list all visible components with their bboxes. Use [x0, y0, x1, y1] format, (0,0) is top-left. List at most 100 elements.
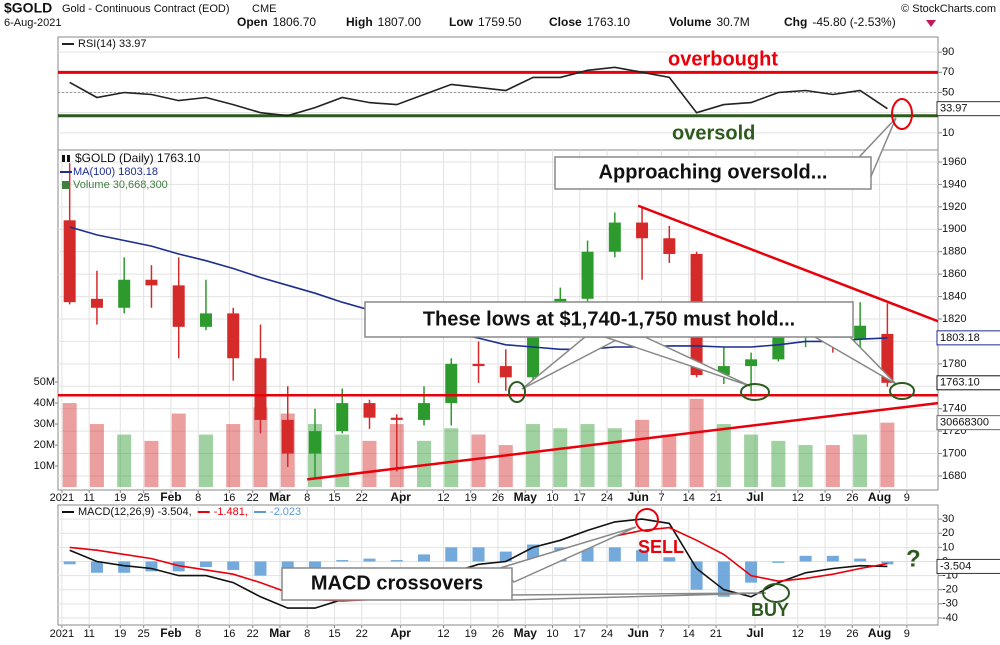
- question-mark: ?: [906, 545, 921, 572]
- x-tick-label: 11: [83, 628, 94, 640]
- x-tick-label: May: [514, 490, 538, 504]
- y-tick-label: 70: [942, 66, 954, 78]
- y2-tick-label: 50M: [34, 376, 55, 388]
- quote-value: 1759.50: [478, 15, 522, 29]
- histogram-bar: [472, 547, 485, 562]
- x-tick-label: 19: [819, 492, 831, 504]
- histogram-bar: [499, 551, 512, 562]
- volume-bar: [689, 398, 704, 488]
- y-tick-label: 1700: [942, 447, 966, 459]
- y-tick-label: 1680: [942, 470, 966, 482]
- x-tick-label: 22: [247, 492, 259, 504]
- y-tick-label: 50: [942, 86, 954, 98]
- highlight-circle: [889, 382, 915, 400]
- legend-icon: [62, 155, 65, 162]
- legend-label: RSI(14) 33.97: [78, 38, 146, 50]
- histogram-bar: [854, 558, 867, 562]
- last-value-box: [936, 415, 1000, 431]
- y-tick-label: -20: [942, 584, 958, 596]
- y-tick-label: 1780: [942, 358, 966, 370]
- x-tick-label: 7: [658, 628, 664, 640]
- volume-bar: [444, 428, 459, 488]
- candle-body: [227, 313, 240, 359]
- x-tick-label: 9: [904, 628, 910, 640]
- quote-value: 30.7M: [716, 15, 749, 29]
- volume-bar: [580, 424, 595, 488]
- trend-line: [307, 401, 939, 481]
- x-tick-label: 14: [683, 492, 695, 504]
- highlight-circle: [508, 381, 526, 403]
- callout-text: MACD crossovers: [311, 572, 483, 594]
- x-tick-label: 12: [792, 492, 804, 504]
- y-tick-label: 30: [942, 513, 954, 525]
- last-value-box: [936, 101, 1000, 117]
- x-tick-label: 7: [658, 492, 664, 504]
- candle-body: [854, 325, 867, 340]
- quote-item: Volume 30.7M: [669, 15, 750, 29]
- x-tick-label: Mar: [269, 626, 291, 640]
- candle-body: [308, 431, 321, 454]
- histogram-bar: [745, 561, 758, 583]
- candle-body: [118, 279, 131, 308]
- x-tick-label: 8: [304, 628, 310, 640]
- y-tick-label: -40: [942, 612, 958, 624]
- x-tick-label: May: [514, 626, 538, 640]
- volume-bar: [253, 407, 268, 488]
- legend-swatch: [62, 181, 70, 189]
- panel-frame: [57, 36, 939, 151]
- quote-value: 1806.70: [273, 15, 317, 29]
- histogram-bar: [636, 550, 649, 562]
- volume-bar: [853, 434, 868, 488]
- candle-body: [90, 298, 103, 308]
- candle-body: [418, 403, 431, 420]
- y-tick-label: 20: [942, 527, 954, 539]
- trend-line: [637, 204, 939, 323]
- x-tick-label: 14: [683, 628, 695, 640]
- x-tick-label: 19: [465, 628, 477, 640]
- candle-body: [281, 419, 294, 454]
- y-tick-label: 1840: [942, 290, 966, 302]
- x-tick-label: Jun: [628, 626, 649, 640]
- x-tick-label: 21: [710, 492, 722, 504]
- x-tick-label: Apr: [390, 490, 411, 504]
- y-tick-label: 90: [942, 46, 954, 58]
- histogram-bar: [690, 561, 703, 590]
- candle-body: [445, 363, 458, 404]
- legend-label: -2.023: [270, 506, 301, 518]
- volume-bar: [417, 440, 432, 488]
- callout-text: Approaching oversold...: [599, 161, 828, 183]
- x-tick-label: 26: [846, 492, 858, 504]
- histogram-bar: [199, 561, 212, 568]
- sell-label: SELL: [638, 537, 684, 557]
- histogram-bar: [227, 561, 240, 570]
- quote-label: Open: [237, 15, 268, 29]
- last-value-box: [936, 330, 1000, 346]
- volume-bar: [798, 445, 813, 488]
- last-value-label: 33.97: [940, 103, 968, 115]
- x-tick-label: 10: [546, 492, 558, 504]
- histogram-bar: [336, 560, 349, 562]
- y-tick-label: 1920: [942, 201, 966, 213]
- histogram-bar: [881, 561, 894, 565]
- callout-text: These lows at $1,740-1,750 must hold...: [423, 308, 795, 330]
- highlight-circle: [891, 98, 913, 130]
- quote-label: High: [346, 15, 373, 29]
- histogram-bar: [799, 555, 812, 562]
- quote-item: Open 1806.70: [237, 15, 316, 29]
- x-tick-label: 12: [437, 492, 449, 504]
- x-tick-label: 26: [846, 628, 858, 640]
- volume-bar: [117, 434, 132, 488]
- x-tick-label: Aug: [868, 626, 891, 640]
- legend-title: $GOLD (Daily) 1763.10: [75, 151, 201, 165]
- volume-bar: [771, 440, 786, 488]
- highlight-circle: [762, 583, 790, 603]
- x-tick-label: 10: [546, 628, 558, 640]
- y2-tick-label: 30M: [34, 418, 55, 430]
- x-tick-label: 19: [465, 492, 477, 504]
- volume-bar: [880, 422, 895, 488]
- x-tick-label: 12: [437, 628, 449, 640]
- volume-bar: [226, 424, 241, 488]
- y-tick-label: 10: [942, 541, 954, 553]
- quote-label: Chg: [784, 15, 807, 29]
